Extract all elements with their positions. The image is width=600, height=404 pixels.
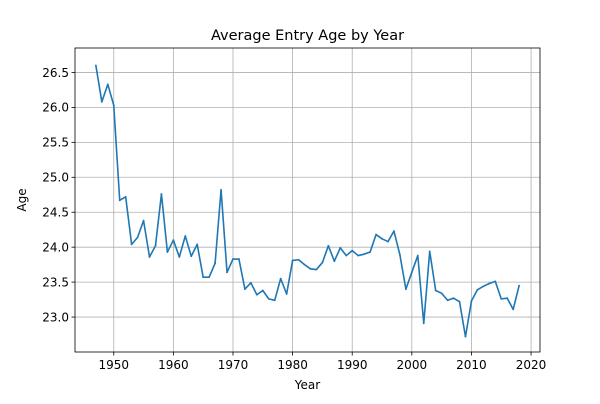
data-point — [387, 240, 389, 243]
data-point — [291, 259, 294, 262]
data-point — [416, 254, 419, 257]
data-point — [500, 297, 503, 300]
data-point — [124, 195, 127, 198]
y-tick-label: 23.0 — [42, 310, 69, 324]
data-point — [446, 299, 449, 302]
data-point — [238, 258, 240, 260]
data-point — [321, 261, 324, 264]
data-point — [160, 193, 163, 195]
data-point — [112, 104, 115, 107]
y-tick-label: 26.5 — [42, 66, 69, 80]
data-point — [285, 293, 288, 295]
data-point — [458, 300, 461, 303]
data-point — [249, 281, 252, 284]
data-point — [428, 250, 431, 253]
grid — [75, 48, 540, 352]
y-tick-label: 23.5 — [42, 275, 69, 289]
x-axis-label: Year — [294, 378, 320, 392]
data-point — [476, 288, 479, 291]
data-point — [422, 322, 425, 325]
data-point — [440, 292, 443, 295]
data-point — [339, 246, 342, 249]
y-tick-label: 26.0 — [42, 101, 69, 115]
y-tick-label: 24.0 — [42, 240, 69, 254]
data-point — [244, 288, 246, 290]
x-tick-label: 1950 — [98, 358, 129, 372]
data-point — [363, 253, 366, 256]
y-tick-label: 25.5 — [42, 136, 69, 150]
data-point — [196, 243, 199, 246]
data-point — [369, 251, 371, 253]
x-tick-label: 1980 — [277, 358, 308, 372]
data-point — [148, 256, 151, 258]
x-tick-label: 2000 — [397, 358, 428, 372]
data-point — [136, 236, 139, 239]
data-point — [506, 297, 509, 300]
data-point — [494, 280, 497, 283]
data-point — [410, 271, 413, 274]
data-point — [154, 244, 157, 247]
x-tick-label: 2020 — [516, 358, 547, 372]
data-point — [190, 255, 193, 258]
data-point — [381, 237, 383, 240]
data-point — [106, 83, 109, 86]
data-point — [333, 260, 336, 263]
data-point — [404, 288, 407, 290]
series-line — [95, 65, 520, 338]
data-point — [345, 254, 348, 257]
data-point — [452, 297, 455, 300]
data-point — [279, 277, 282, 280]
data-point — [351, 249, 354, 252]
x-tick-label: 1970 — [218, 358, 249, 372]
data-point — [464, 335, 467, 338]
data-point — [178, 256, 181, 258]
data-point — [208, 276, 211, 279]
data-point — [303, 263, 306, 266]
data-point — [220, 188, 222, 191]
data-point — [261, 289, 264, 292]
y-tick-label: 24.5 — [42, 206, 69, 220]
data-point — [184, 235, 187, 237]
data-point — [232, 258, 234, 260]
data-point — [357, 254, 360, 257]
x-tick-label: 2010 — [456, 358, 487, 372]
x-tick-label: 1990 — [337, 358, 368, 372]
data-point — [399, 253, 401, 256]
data-point — [512, 308, 515, 311]
plot-frame — [74, 47, 541, 353]
data-point — [470, 300, 473, 302]
data-point — [255, 293, 258, 296]
data-point — [214, 262, 217, 265]
data-point — [327, 244, 330, 247]
data-point — [226, 271, 228, 274]
data-point — [434, 289, 437, 292]
y-axis-label: Age — [15, 188, 29, 211]
y-tick-label: 25.0 — [42, 171, 69, 185]
data-point — [393, 230, 395, 233]
data-point — [100, 100, 103, 103]
x-tick-label: 1960 — [158, 358, 189, 372]
data-point — [309, 267, 312, 270]
data-point — [518, 284, 521, 287]
data-point — [375, 233, 377, 236]
data-point — [172, 239, 175, 242]
ticks: 1950 1960 1970 1980 1990 2000 2010 2020 23.0 23.5… — [42, 66, 546, 372]
data-point — [118, 199, 121, 202]
data-point — [297, 258, 300, 261]
data-point — [130, 243, 133, 246]
data-point — [202, 276, 205, 279]
chart-title: Average Entry Age by Year — [211, 28, 404, 44]
data-point — [267, 297, 270, 300]
data-point — [94, 64, 97, 67]
data-point — [142, 219, 145, 222]
plot-lines — [94, 64, 521, 338]
data-point — [166, 251, 169, 253]
data-point — [273, 299, 276, 302]
data-point — [488, 282, 491, 285]
data-point — [315, 268, 318, 271]
data-point — [482, 285, 485, 288]
